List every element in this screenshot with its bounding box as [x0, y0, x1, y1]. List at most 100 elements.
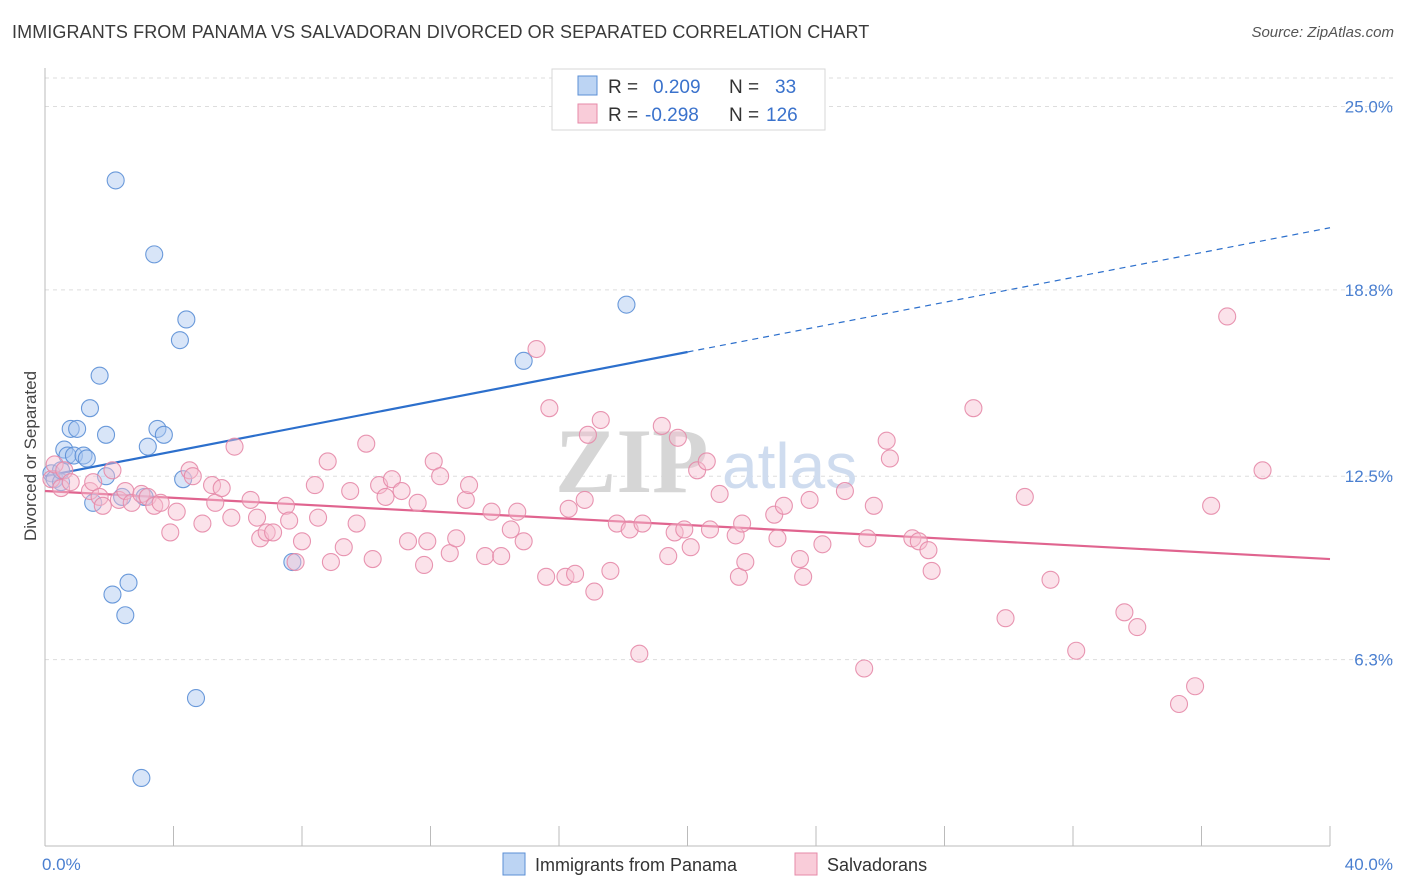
salvadoran-point [55, 461, 74, 480]
panama-point [90, 366, 109, 385]
salvadoran-point [880, 449, 899, 468]
salvadoran-point [161, 523, 180, 542]
salvadoran-point [858, 529, 877, 548]
salvadoran-point [1041, 570, 1060, 589]
panama-point [617, 295, 636, 314]
y-tick-labels: 6.3% 12.5% 18.8% 25.0% [1345, 97, 1393, 669]
salvadoran-point [376, 487, 395, 506]
salvadoran-point [247, 508, 267, 527]
legend-n-value-2: 126 [766, 105, 798, 126]
salvadoran-point [501, 520, 520, 539]
salvadoran-point [93, 496, 112, 515]
salvadoran-point [585, 582, 604, 601]
y-tick-label: 6.3% [1354, 651, 1393, 670]
salvadoran-point [292, 532, 312, 551]
salvadoran-point [334, 538, 353, 557]
legend-r-value-1: 0.209 [653, 77, 701, 98]
salvadoran-point [103, 461, 122, 480]
salvadoran-point [681, 538, 700, 557]
salvadoran-point [447, 529, 466, 548]
salvadoran-point [309, 508, 328, 527]
panama-trend-line [44, 350, 688, 478]
salvadoran-point [222, 508, 241, 527]
panama-point [106, 171, 125, 190]
salvadoran-point [537, 567, 556, 586]
salvadoran-point [700, 520, 720, 539]
panama-point [154, 425, 173, 444]
salvadoran-point [668, 428, 687, 447]
bottom-legend-label-1: Immigrants from Panama [535, 855, 738, 875]
x-tick-min: 0.0% [42, 855, 81, 874]
salvadoran-point [710, 484, 729, 504]
salvadoran-point [919, 541, 938, 560]
panama-point [113, 487, 132, 506]
legend-swatch-pink [577, 103, 598, 124]
salvadoran-point [321, 552, 340, 572]
panama-point [80, 399, 100, 418]
salvadoran-point [280, 511, 299, 530]
salvadoran-point [1186, 677, 1205, 696]
salvadoran-point [151, 493, 170, 512]
y-tick-label: 12.5% [1345, 467, 1393, 486]
salvadoran-point [697, 452, 716, 471]
salvadoran-point [347, 514, 366, 533]
salvadoran-point [996, 609, 1015, 628]
panama-point [96, 425, 116, 444]
salvadoran-point [415, 555, 434, 575]
salvadoran-point [482, 502, 501, 521]
salvadoran-point [1253, 461, 1272, 480]
salvadoran-point [459, 476, 479, 495]
panama-point [68, 419, 87, 438]
salvadoran-point [508, 502, 527, 521]
panama-point [119, 573, 138, 592]
salvadoran-point [305, 476, 324, 495]
salvadoran-point [418, 532, 437, 551]
salvadoran-point [392, 481, 411, 501]
panama-point [145, 245, 164, 264]
salvadoran-point [575, 490, 594, 509]
salvadoran-point [922, 561, 941, 580]
panama-point [132, 768, 151, 788]
salvadoran-point [180, 461, 199, 480]
panama-point [77, 449, 96, 468]
salvadoran-point [794, 567, 813, 586]
salvadoran-point [52, 479, 71, 498]
salvadoran-point [540, 399, 559, 418]
series-legend: Immigrants from Panama Salvadorans [502, 852, 927, 876]
legend-n-value-1: 33 [775, 77, 796, 98]
x-tick-max: 40.0% [1345, 855, 1393, 874]
salvadoran-point [578, 425, 597, 444]
salvadoran-point [45, 455, 64, 474]
watermark-zip: ZIP [555, 410, 708, 512]
salvadoran-point [601, 561, 620, 580]
panama-point [116, 606, 135, 625]
source-credit: Source: ZipAtlas.com [1251, 24, 1394, 41]
legend-n-label-1: N = [729, 77, 759, 98]
panama-point [58, 446, 77, 465]
y-tick-label: 25.0% [1345, 97, 1393, 116]
salvadoran-point [212, 479, 231, 498]
salvadoran-point [363, 550, 382, 569]
salvadoran-point [835, 481, 854, 501]
salvadoran-point [630, 644, 649, 663]
panama-point [103, 585, 122, 604]
salvadoran-point [167, 502, 186, 521]
salvadoran-point [726, 526, 745, 545]
legend-r-value-2: -0.298 [645, 105, 699, 126]
axes [44, 68, 1331, 847]
panama-point [55, 440, 74, 459]
salvadoran-point [476, 547, 495, 566]
salvadoran-point [341, 481, 360, 501]
salvadoran-point [855, 659, 874, 678]
salvadoran-point [286, 552, 305, 572]
salvadoran-point [559, 499, 578, 518]
salvadoran-point [431, 467, 450, 486]
salvadoran-point [733, 514, 752, 533]
salvadoran-point [659, 547, 678, 566]
salvadoran-point [318, 452, 337, 471]
salvadoran-point [225, 437, 244, 456]
salvadoran-point [652, 416, 671, 435]
salvadoran-point [183, 467, 202, 486]
gridlines [45, 77, 1395, 661]
salvadoran-point [398, 532, 418, 551]
